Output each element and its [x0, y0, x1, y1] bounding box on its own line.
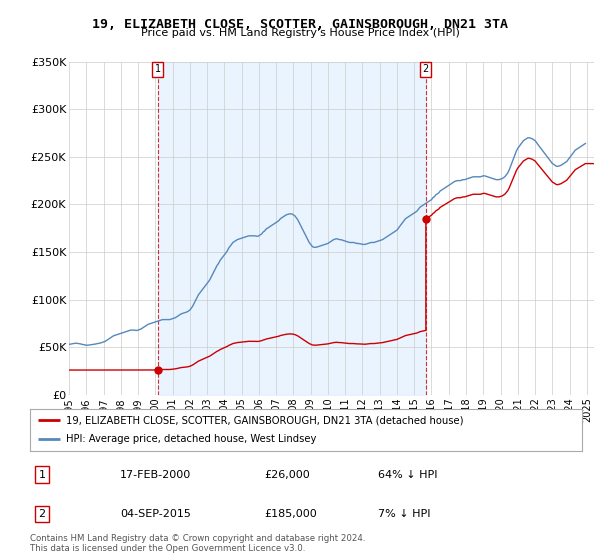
Text: £185,000: £185,000 [264, 509, 317, 519]
Text: 2: 2 [38, 509, 46, 519]
Text: 1: 1 [38, 470, 46, 479]
Text: 1: 1 [154, 64, 161, 74]
Text: 19, ELIZABETH CLOSE, SCOTTER, GAINSBOROUGH, DN21 3TA (detached house): 19, ELIZABETH CLOSE, SCOTTER, GAINSBOROU… [66, 415, 463, 425]
Text: 7% ↓ HPI: 7% ↓ HPI [378, 509, 431, 519]
Text: 04-SEP-2015: 04-SEP-2015 [120, 509, 191, 519]
Text: £26,000: £26,000 [264, 470, 310, 479]
Text: 19, ELIZABETH CLOSE, SCOTTER, GAINSBOROUGH, DN21 3TA: 19, ELIZABETH CLOSE, SCOTTER, GAINSBOROU… [92, 18, 508, 31]
Text: Contains HM Land Registry data © Crown copyright and database right 2024.
This d: Contains HM Land Registry data © Crown c… [30, 534, 365, 553]
Text: Price paid vs. HM Land Registry's House Price Index (HPI): Price paid vs. HM Land Registry's House … [140, 28, 460, 38]
Text: 64% ↓ HPI: 64% ↓ HPI [378, 470, 437, 479]
Text: 17-FEB-2000: 17-FEB-2000 [120, 470, 191, 479]
Text: HPI: Average price, detached house, West Lindsey: HPI: Average price, detached house, West… [66, 435, 316, 445]
Text: 2: 2 [423, 64, 429, 74]
